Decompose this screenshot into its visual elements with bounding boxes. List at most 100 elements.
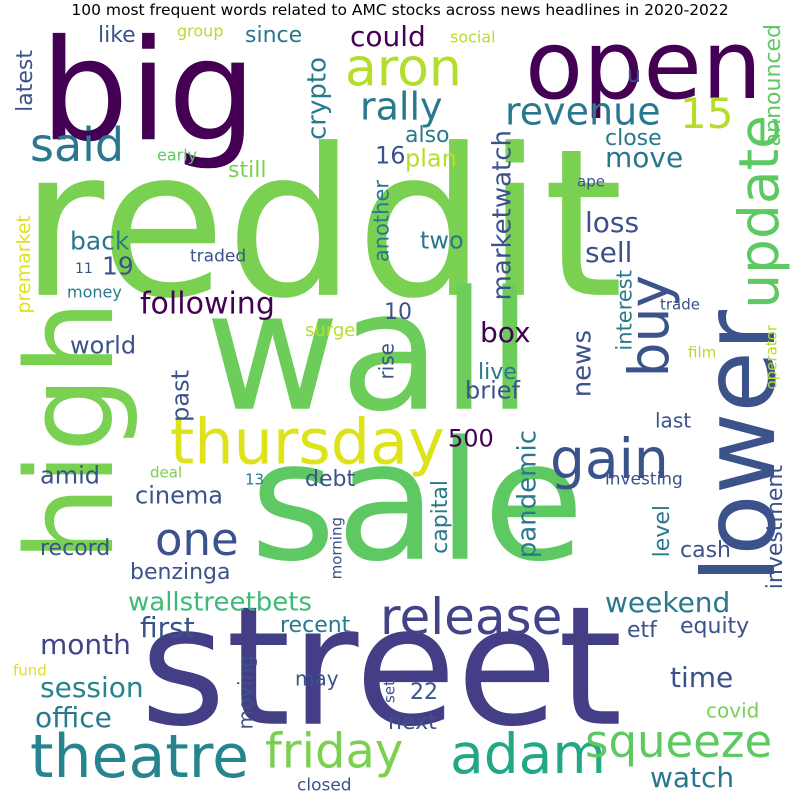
word-world: world xyxy=(70,332,136,360)
word-group: group xyxy=(177,21,223,40)
word-etf: etf xyxy=(627,618,658,643)
word-wall: wall xyxy=(205,256,533,448)
word-amid: amid xyxy=(40,462,100,490)
word-next: next xyxy=(388,710,437,735)
word-traded: traded xyxy=(190,246,246,266)
word-wallstreetbets: wallstreetbets xyxy=(128,587,312,617)
word-past: past xyxy=(167,370,195,422)
word-pandemic: pandemic xyxy=(512,430,542,558)
word-recent: recent xyxy=(280,613,351,638)
word-set: set xyxy=(381,680,399,703)
word-social: social xyxy=(450,27,496,46)
word-latest: latest xyxy=(13,50,38,112)
word-since: since xyxy=(245,23,302,48)
word-investing: investing xyxy=(605,469,683,489)
word-month: month xyxy=(40,628,131,661)
word-ape: ape xyxy=(577,173,605,191)
word-500: 500 xyxy=(448,425,494,453)
word-11: 11 xyxy=(75,261,93,277)
word-surge: surge xyxy=(305,320,355,341)
word-following: following xyxy=(140,286,275,321)
word-record: record xyxy=(40,536,110,561)
chart-title: 100 most frequent words related to AMC s… xyxy=(71,1,729,19)
word-friday: friday xyxy=(265,723,403,779)
word-rise: rise xyxy=(375,343,399,380)
word-plan: plan xyxy=(405,145,457,173)
word-13: 13 xyxy=(245,471,264,489)
word-marketwatch: marketwatch xyxy=(487,130,517,300)
word-benzinga: benzinga xyxy=(130,560,231,585)
word-squeeze: squeeze xyxy=(585,715,772,768)
word-sale: sale xyxy=(250,406,584,598)
word-lower: lower xyxy=(681,309,798,583)
word-closed: closed xyxy=(297,775,352,795)
word-film: film xyxy=(688,344,716,362)
word-moving: moving xyxy=(234,655,258,729)
word-capital: capital xyxy=(428,480,453,554)
word-16: 16 xyxy=(375,142,406,170)
word-office: office xyxy=(35,701,112,734)
word-money: money xyxy=(67,282,122,301)
word-first: first xyxy=(140,611,195,644)
word-19: 19 xyxy=(102,252,134,281)
word-u: u xyxy=(627,63,641,88)
word-reddit: reddit xyxy=(20,106,624,344)
word-cinema: cinema xyxy=(135,482,223,510)
word-gain: gain xyxy=(550,427,669,491)
word-aron: aron xyxy=(345,39,462,99)
word-premarket: premarket xyxy=(13,215,35,314)
word-also: also xyxy=(405,123,450,148)
word-weekend: weekend xyxy=(605,586,730,619)
word-early: early xyxy=(157,145,197,164)
word-revenue: revenue xyxy=(505,90,661,134)
word-operator: operator xyxy=(763,324,781,389)
word-rally: rally xyxy=(360,85,443,129)
word-may: may xyxy=(295,667,339,691)
word-buy: buy xyxy=(617,275,681,377)
word-investment: investment xyxy=(763,465,788,590)
word-like: like xyxy=(98,23,136,48)
word-interest: interest xyxy=(612,270,636,351)
word-release: release xyxy=(380,588,562,646)
word-one: one xyxy=(155,513,239,566)
word-morning: morning xyxy=(328,517,346,579)
word-two: two xyxy=(420,227,464,255)
word-big: big xyxy=(40,10,257,173)
word-adam: adam xyxy=(450,722,606,786)
word-fund: fund xyxy=(13,662,47,680)
word-another: another xyxy=(369,180,393,262)
word-trade: trade xyxy=(660,296,700,314)
word-announced: announced xyxy=(761,24,786,146)
word-deal: deal xyxy=(150,464,182,482)
word-box: box xyxy=(480,316,531,349)
word-22: 22 xyxy=(410,680,438,705)
word-open: open xyxy=(525,11,762,121)
word-move: move xyxy=(605,141,683,174)
word-could: could xyxy=(350,20,426,53)
word-thursday: thursday xyxy=(170,405,445,478)
word-15: 15 xyxy=(680,89,733,138)
word-time: time xyxy=(670,661,733,694)
word-update: update xyxy=(727,115,791,309)
word-debt: debt xyxy=(305,467,355,492)
word-10: 10 xyxy=(384,300,412,325)
word-cash: cash xyxy=(680,538,731,563)
word-news: news xyxy=(567,330,597,397)
word-covid: covid xyxy=(706,699,759,723)
word-brief: brief xyxy=(465,377,521,405)
word-session: session xyxy=(40,671,144,704)
word-said: said xyxy=(30,118,124,172)
word-watch: watch xyxy=(650,761,734,794)
word-theatre: theatre xyxy=(30,722,249,792)
word-high: high xyxy=(2,300,141,562)
word-close: close xyxy=(605,126,662,151)
word-equity: equity xyxy=(680,614,749,639)
word-street: street xyxy=(140,571,623,763)
word-still: still xyxy=(228,158,266,183)
word-sell: sell xyxy=(585,236,632,269)
word-loss: loss xyxy=(585,206,639,239)
word-crypto: crypto xyxy=(302,57,332,140)
word-live: live xyxy=(478,360,517,385)
word-last: last xyxy=(655,409,691,433)
